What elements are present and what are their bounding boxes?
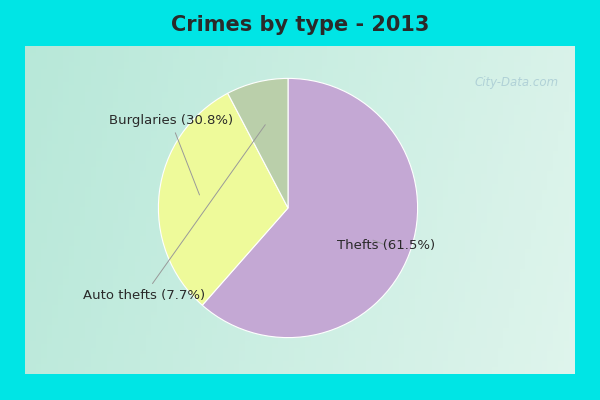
Text: Crimes by type - 2013: Crimes by type - 2013 [171,15,429,35]
Wedge shape [158,93,288,305]
Text: Burglaries (30.8%): Burglaries (30.8%) [109,114,233,195]
Text: City-Data.com: City-Data.com [474,76,559,88]
Wedge shape [228,78,288,208]
Text: Auto thefts (7.7%): Auto thefts (7.7%) [83,125,265,302]
Wedge shape [202,78,418,338]
Text: Thefts (61.5%): Thefts (61.5%) [337,239,436,252]
